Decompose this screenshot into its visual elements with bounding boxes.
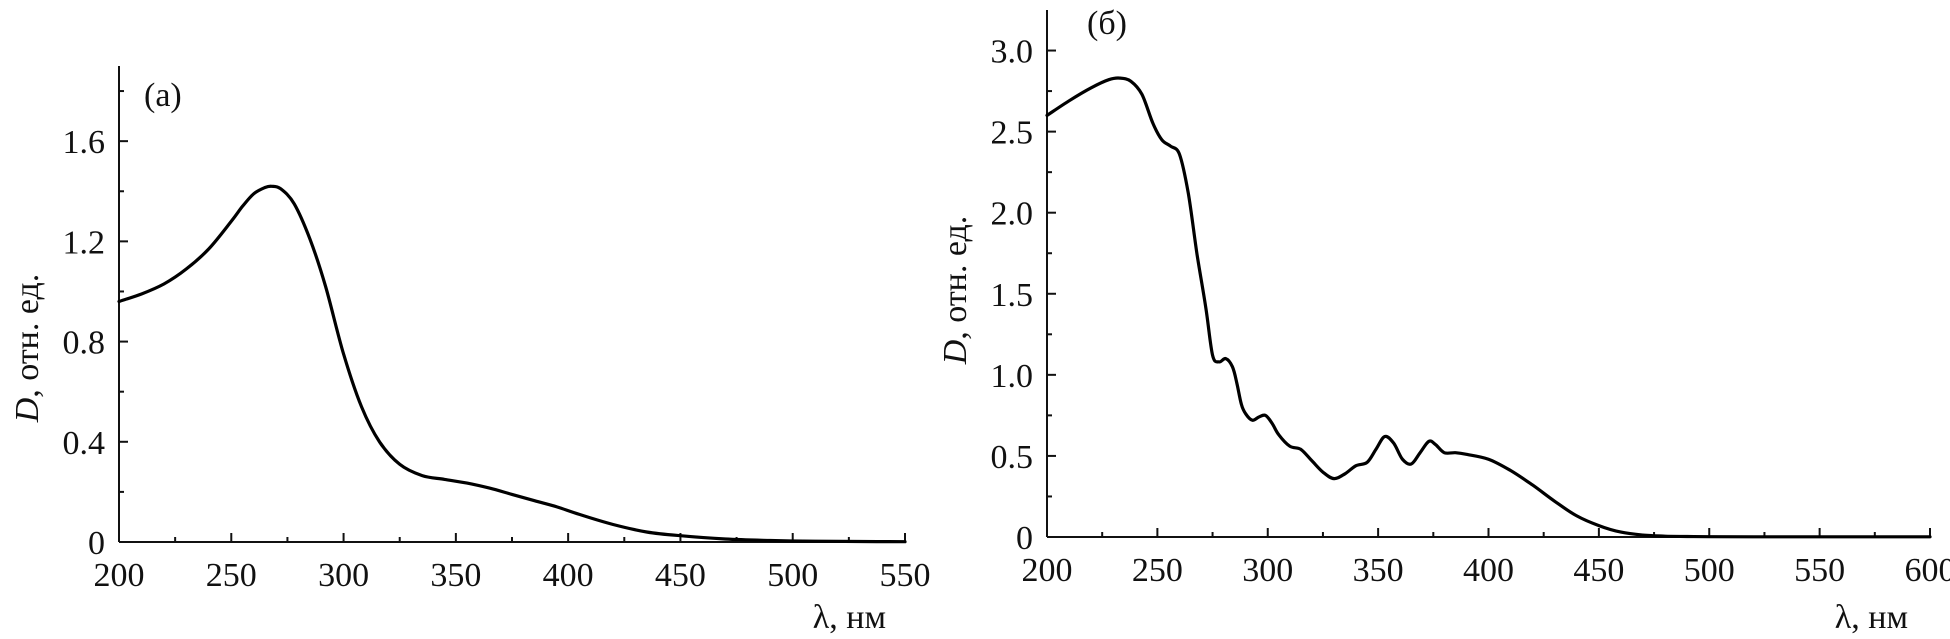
- panel-b-label: (б): [1087, 5, 1127, 42]
- panel-b-ylabel: D, отн. ед.: [937, 216, 974, 366]
- panel-b-x-tick-label: 350: [1353, 552, 1404, 589]
- panel-a-x-tick-label: 350: [430, 557, 481, 594]
- panel-b-y-tick-label: 1.0: [991, 358, 1034, 395]
- panel-b-x-tick-label: 500: [1684, 552, 1735, 589]
- panel-b-ylabel-text: , отн. ед.: [937, 216, 974, 340]
- panel-a-x-tick-label: 450: [655, 557, 706, 594]
- panel-a-series-line: [117, 184, 907, 544]
- panel-b-ylabel-symbol: D: [937, 339, 974, 365]
- panel-b-x-tick-label: 400: [1463, 552, 1514, 589]
- panel-a-ylabel-symbol: D: [9, 397, 46, 423]
- panel-a-x-tick-label: 250: [206, 557, 257, 594]
- panel-a-ylabel: D, отн. ед.: [9, 274, 46, 424]
- panel-a-xlabel: λ, нм: [813, 599, 886, 636]
- panel-b-x-tick-label: 550: [1794, 552, 1845, 589]
- panel-b-x-tick-label: 250: [1132, 552, 1183, 589]
- panel-b-x-tick-label: 450: [1573, 552, 1624, 589]
- panel-a-x-tick-label: 200: [94, 557, 145, 594]
- panel-b-y-tick-label: 0.5: [991, 439, 1034, 476]
- panel-b-y-tick-label: 2.5: [991, 115, 1034, 152]
- panel-b-x-tick-label: 600: [1905, 552, 1950, 589]
- panel-b-y-tick-label: 0: [1016, 520, 1033, 557]
- panel-a-y-tick-label: 0: [88, 525, 105, 562]
- panel-b-y-tick-label: 2.0: [991, 196, 1034, 233]
- panel-a-ylabel-text: , отн. ед.: [9, 274, 46, 398]
- panel-a-label: (а): [144, 77, 182, 114]
- panel-a-y-tick-label: 0.8: [63, 325, 106, 362]
- panel-b-series-line: [1045, 76, 1932, 539]
- panel-a-x-tick-label: 300: [318, 557, 369, 594]
- panel-b-x-tick-label: 300: [1242, 552, 1293, 589]
- panel-a-y-tick-label: 1.6: [63, 124, 106, 161]
- chart-panel-b: (б) λ, нм D, отн. ед. 200 250 300 350 400 450…: [937, 5, 1950, 636]
- chart-panel-a: (а) λ, нм D, отн. ед. 200 250 300 350 400 450…: [9, 66, 931, 636]
- panel-a-x-tick-label: 500: [767, 557, 818, 594]
- panel-a-y-tick-label: 0.4: [63, 425, 106, 462]
- panel-a-x-tick-label: 400: [543, 557, 594, 594]
- panel-b-x-tick-label: 200: [1022, 552, 1073, 589]
- panel-a-x-tick-label: 550: [880, 557, 931, 594]
- panel-b-xlabel: λ, нм: [1835, 599, 1908, 636]
- panel-a-y-tick-label: 1.2: [63, 224, 106, 261]
- panel-b-y-tick-label: 1.5: [991, 277, 1034, 314]
- panel-b-y-tick-label: 3.0: [991, 34, 1034, 71]
